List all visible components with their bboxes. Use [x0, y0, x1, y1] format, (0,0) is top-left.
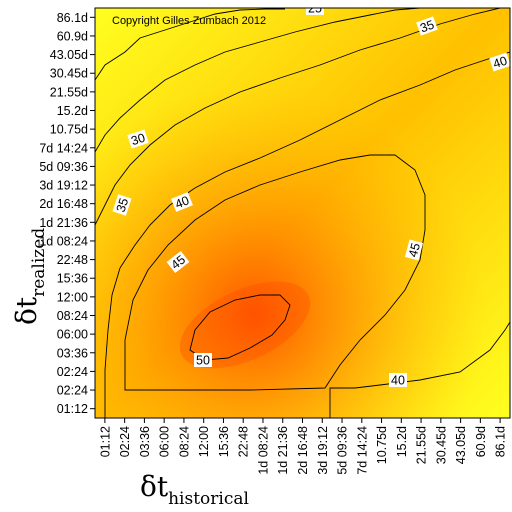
contour-label-background: [171, 192, 193, 212]
x-tick-label: 08:24: [177, 426, 191, 457]
y-tick-label: 21.55d: [50, 85, 88, 99]
contour-label: 30: [129, 131, 147, 149]
x-tick-label: 22:48: [237, 426, 251, 457]
y-tick-label: 1d 08:24: [39, 234, 88, 248]
y-tick-label: 08:24: [57, 309, 88, 323]
contour-label: 45: [406, 242, 423, 259]
contour-label-background: [416, 16, 438, 36]
x-tick-label: 7d 14:24: [355, 426, 369, 475]
x-tick-label: 30.45d: [434, 426, 448, 464]
contour-label: 40: [491, 54, 509, 72]
copyright-annotation: Copyright Gilles Zumbach 2012: [112, 15, 266, 27]
x-tick-label: 02:24: [118, 426, 132, 457]
x-tick-label: 43.05d: [454, 426, 468, 464]
plot-area: 25 30 35 40 35 40 45 45 50 40: [95, 2, 510, 418]
y-tick-label: 43.05d: [50, 48, 88, 62]
y-tick-label: 30.45d: [50, 67, 88, 81]
contour-label-background: [489, 52, 510, 72]
contour-label-background: [404, 239, 424, 261]
x-axis: 01:12 02:24 03:36 06:00 08:24 12:00 15:36 22:48…: [98, 418, 508, 475]
x-tick-label: 3d 19:12: [316, 426, 330, 475]
y-axis: 01:12 02:24 02:24 03:36 06:00 08:24 12:00 15:36…: [39, 11, 95, 416]
x-tick-label: 15:36: [217, 426, 231, 457]
x-tick-label: 15.2d: [395, 426, 409, 457]
y-tick-label: 12:00: [57, 290, 88, 304]
contour-label-background: [194, 353, 212, 367]
heatmap-peak-region: [95, 8, 510, 418]
contour-label-background: [127, 129, 149, 149]
x-tick-label: 1d 21:36: [276, 426, 290, 475]
contour-40-right: [329, 321, 510, 418]
x-tick-label: 86.1d: [494, 426, 508, 457]
contour-label-background: [112, 194, 132, 216]
contour-30: [95, 8, 421, 153]
y-tick-label: 22:48: [57, 253, 88, 267]
y-tick-label: 86.1d: [57, 11, 88, 25]
contour-label: 45: [169, 253, 189, 273]
y-tick-label: 03:36: [57, 346, 88, 360]
contour-label: 40: [173, 193, 191, 211]
contour-label-background: [306, 8, 324, 15]
x-tick-label: 03:36: [138, 426, 152, 457]
x-tick-label: 10.75d: [375, 426, 389, 464]
y-tick-label: 15.2d: [57, 104, 88, 118]
y-tick-label: 60.9d: [57, 29, 88, 43]
contour-label: 35: [418, 17, 436, 35]
contour-40-lower: [104, 267, 121, 418]
x-axis-subscript: historical: [168, 489, 249, 509]
x-tick-label: 5d 09:36: [336, 426, 350, 475]
heatmap-peak-core: [179, 281, 311, 369]
x-tick-label: 12:00: [197, 426, 211, 457]
y-tick-label: 3d 19:12: [39, 179, 88, 193]
y-axis-subscript: realized: [29, 228, 49, 297]
y-tick-label: 02:24: [57, 365, 88, 379]
x-tick-label: 1d 08:24: [256, 426, 270, 475]
y-tick-label: 15:36: [57, 272, 88, 286]
y-tick-label: 2d 16:48: [39, 197, 88, 211]
x-axis-symbol: δt: [140, 470, 169, 503]
y-tick-label: 5d 09:36: [39, 160, 88, 174]
y-tick-label: 7d 14:24: [39, 141, 88, 155]
contour-label-background: [166, 250, 190, 274]
y-tick-label: 1d 21:36: [39, 216, 88, 230]
contour-label-background: [389, 373, 407, 387]
y-axis-symbol: δt: [10, 296, 43, 325]
y-axis-title: δtrealized: [10, 228, 49, 325]
contour-label: 50: [196, 354, 210, 368]
y-tick-label: 01:12: [57, 402, 88, 416]
contour-45: [124, 154, 426, 391]
contour-label: 35: [114, 196, 132, 214]
x-tick-label: 06:00: [158, 426, 172, 457]
x-tick-label: 01:12: [98, 426, 112, 457]
x-tick-label: 60.9d: [474, 426, 488, 457]
contour-40-upper: [119, 51, 510, 269]
x-tick-label: 2d 16:48: [296, 426, 310, 475]
x-tick-label: 21.55d: [415, 426, 429, 464]
contour-label: 40: [391, 374, 405, 388]
contour-25: [95, 8, 285, 81]
y-tick-label: 06:00: [57, 328, 88, 342]
y-tick-label: 02:24: [57, 384, 88, 398]
y-tick-label: 10.75d: [50, 123, 88, 137]
contour-label: 25: [308, 2, 322, 16]
contour-50: [189, 294, 291, 361]
x-axis-title: δthistorical: [140, 470, 249, 509]
